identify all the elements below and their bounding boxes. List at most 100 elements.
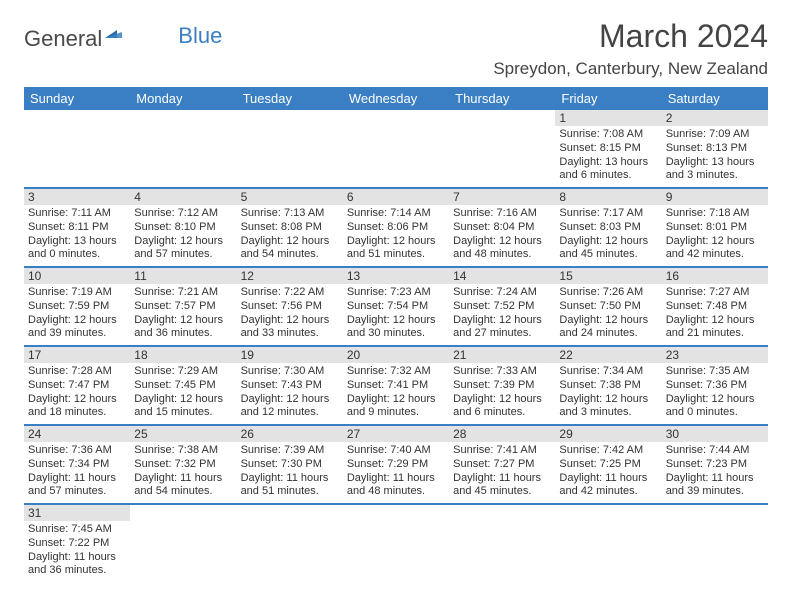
- sunset-line: Sunset: 7:30 PM: [241, 458, 339, 472]
- weekday-header: Friday: [555, 87, 661, 110]
- calendar-cell: 4Sunrise: 7:12 AMSunset: 8:10 PMDaylight…: [130, 188, 236, 267]
- day-details: Sunrise: 7:22 AMSunset: 7:56 PMDaylight:…: [237, 284, 343, 345]
- daylight-line: Daylight: 13 hours and 3 minutes.: [666, 156, 764, 184]
- calendar-cell: 28Sunrise: 7:41 AMSunset: 7:27 PMDayligh…: [449, 425, 555, 504]
- day-number: 13: [343, 268, 449, 284]
- day-details: Sunrise: 7:32 AMSunset: 7:41 PMDaylight:…: [343, 363, 449, 424]
- calendar-row: 17Sunrise: 7:28 AMSunset: 7:47 PMDayligh…: [24, 346, 768, 425]
- sunset-line: Sunset: 7:29 PM: [347, 458, 445, 472]
- calendar-row: 24Sunrise: 7:36 AMSunset: 7:34 PMDayligh…: [24, 425, 768, 504]
- day-number: 9: [662, 189, 768, 205]
- day-number: 26: [237, 426, 343, 442]
- sunset-line: Sunset: 8:01 PM: [666, 221, 764, 235]
- day-number: 3: [24, 189, 130, 205]
- daylight-line: Daylight: 12 hours and 15 minutes.: [134, 393, 232, 421]
- day-number: 21: [449, 347, 555, 363]
- sunrise-line: Sunrise: 7:40 AM: [347, 444, 445, 458]
- calendar-cell: 2Sunrise: 7:09 AMSunset: 8:13 PMDaylight…: [662, 110, 768, 188]
- sunrise-line: Sunrise: 7:39 AM: [241, 444, 339, 458]
- day-details: Sunrise: 7:11 AMSunset: 8:11 PMDaylight:…: [24, 205, 130, 266]
- sunset-line: Sunset: 7:23 PM: [666, 458, 764, 472]
- day-number: 20: [343, 347, 449, 363]
- sunset-line: Sunset: 7:36 PM: [666, 379, 764, 393]
- day-details: Sunrise: 7:09 AMSunset: 8:13 PMDaylight:…: [662, 126, 768, 187]
- sunset-line: Sunset: 7:41 PM: [347, 379, 445, 393]
- calendar-cell: 10Sunrise: 7:19 AMSunset: 7:59 PMDayligh…: [24, 267, 130, 346]
- sunrise-line: Sunrise: 7:26 AM: [559, 286, 657, 300]
- calendar-table: Sunday Monday Tuesday Wednesday Thursday…: [24, 87, 768, 582]
- sunrise-line: Sunrise: 7:30 AM: [241, 365, 339, 379]
- day-number: 23: [662, 347, 768, 363]
- calendar-cell: 18Sunrise: 7:29 AMSunset: 7:45 PMDayligh…: [130, 346, 236, 425]
- calendar-cell: [343, 110, 449, 188]
- daylight-line: Daylight: 12 hours and 6 minutes.: [453, 393, 551, 421]
- day-details: Sunrise: 7:26 AMSunset: 7:50 PMDaylight:…: [555, 284, 661, 345]
- day-details: Sunrise: 7:18 AMSunset: 8:01 PMDaylight:…: [662, 205, 768, 266]
- day-number: 30: [662, 426, 768, 442]
- sunrise-line: Sunrise: 7:44 AM: [666, 444, 764, 458]
- day-number: 6: [343, 189, 449, 205]
- day-number: 25: [130, 426, 236, 442]
- sunrise-line: Sunrise: 7:09 AM: [666, 128, 764, 142]
- calendar-cell: 12Sunrise: 7:22 AMSunset: 7:56 PMDayligh…: [237, 267, 343, 346]
- logo-text-blue: Blue: [178, 23, 222, 49]
- day-details: Sunrise: 7:16 AMSunset: 8:04 PMDaylight:…: [449, 205, 555, 266]
- logo: General Blue: [24, 18, 222, 52]
- daylight-line: Daylight: 12 hours and 54 minutes.: [241, 235, 339, 263]
- calendar-cell: 29Sunrise: 7:42 AMSunset: 7:25 PMDayligh…: [555, 425, 661, 504]
- calendar-cell: 16Sunrise: 7:27 AMSunset: 7:48 PMDayligh…: [662, 267, 768, 346]
- day-details: Sunrise: 7:29 AMSunset: 7:45 PMDaylight:…: [130, 363, 236, 424]
- sunset-line: Sunset: 7:59 PM: [28, 300, 126, 314]
- daylight-line: Daylight: 12 hours and 33 minutes.: [241, 314, 339, 342]
- sunset-line: Sunset: 7:27 PM: [453, 458, 551, 472]
- day-number: 1: [555, 110, 661, 126]
- calendar-cell: 26Sunrise: 7:39 AMSunset: 7:30 PMDayligh…: [237, 425, 343, 504]
- page-header: General Blue March 2024 Spreydon, Canter…: [24, 18, 768, 79]
- day-details: Sunrise: 7:27 AMSunset: 7:48 PMDaylight:…: [662, 284, 768, 345]
- day-number: 28: [449, 426, 555, 442]
- daylight-line: Daylight: 13 hours and 0 minutes.: [28, 235, 126, 263]
- calendar-cell: [237, 110, 343, 188]
- daylight-line: Daylight: 12 hours and 21 minutes.: [666, 314, 764, 342]
- day-number: 4: [130, 189, 236, 205]
- daylight-line: Daylight: 12 hours and 39 minutes.: [28, 314, 126, 342]
- calendar-cell: [24, 110, 130, 188]
- day-details: Sunrise: 7:17 AMSunset: 8:03 PMDaylight:…: [555, 205, 661, 266]
- day-details: Sunrise: 7:08 AMSunset: 8:15 PMDaylight:…: [555, 126, 661, 187]
- calendar-cell: [237, 504, 343, 582]
- location-subtitle: Spreydon, Canterbury, New Zealand: [493, 59, 768, 79]
- sunset-line: Sunset: 7:54 PM: [347, 300, 445, 314]
- calendar-cell: 20Sunrise: 7:32 AMSunset: 7:41 PMDayligh…: [343, 346, 449, 425]
- month-title: March 2024: [493, 18, 768, 55]
- calendar-cell: 27Sunrise: 7:40 AMSunset: 7:29 PMDayligh…: [343, 425, 449, 504]
- daylight-line: Daylight: 11 hours and 45 minutes.: [453, 472, 551, 500]
- sunrise-line: Sunrise: 7:32 AM: [347, 365, 445, 379]
- calendar-row: 31Sunrise: 7:45 AMSunset: 7:22 PMDayligh…: [24, 504, 768, 582]
- daylight-line: Daylight: 12 hours and 36 minutes.: [134, 314, 232, 342]
- weekday-header: Saturday: [662, 87, 768, 110]
- sunrise-line: Sunrise: 7:17 AM: [559, 207, 657, 221]
- day-number: 19: [237, 347, 343, 363]
- calendar-cell: 30Sunrise: 7:44 AMSunset: 7:23 PMDayligh…: [662, 425, 768, 504]
- weekday-header-row: Sunday Monday Tuesday Wednesday Thursday…: [24, 87, 768, 110]
- sunrise-line: Sunrise: 7:23 AM: [347, 286, 445, 300]
- weekday-header: Sunday: [24, 87, 130, 110]
- day-number: 27: [343, 426, 449, 442]
- daylight-line: Daylight: 12 hours and 24 minutes.: [559, 314, 657, 342]
- sunset-line: Sunset: 8:15 PM: [559, 142, 657, 156]
- daylight-line: Daylight: 12 hours and 12 minutes.: [241, 393, 339, 421]
- title-block: March 2024 Spreydon, Canterbury, New Zea…: [493, 18, 768, 79]
- day-details: Sunrise: 7:34 AMSunset: 7:38 PMDaylight:…: [555, 363, 661, 424]
- sunrise-line: Sunrise: 7:12 AM: [134, 207, 232, 221]
- day-number: 5: [237, 189, 343, 205]
- daylight-line: Daylight: 12 hours and 18 minutes.: [28, 393, 126, 421]
- day-number: 2: [662, 110, 768, 126]
- sunset-line: Sunset: 7:48 PM: [666, 300, 764, 314]
- calendar-row: 1Sunrise: 7:08 AMSunset: 8:15 PMDaylight…: [24, 110, 768, 188]
- daylight-line: Daylight: 12 hours and 45 minutes.: [559, 235, 657, 263]
- day-number: 17: [24, 347, 130, 363]
- sunrise-line: Sunrise: 7:13 AM: [241, 207, 339, 221]
- sunrise-line: Sunrise: 7:33 AM: [453, 365, 551, 379]
- calendar-cell: 17Sunrise: 7:28 AMSunset: 7:47 PMDayligh…: [24, 346, 130, 425]
- calendar-cell: [449, 110, 555, 188]
